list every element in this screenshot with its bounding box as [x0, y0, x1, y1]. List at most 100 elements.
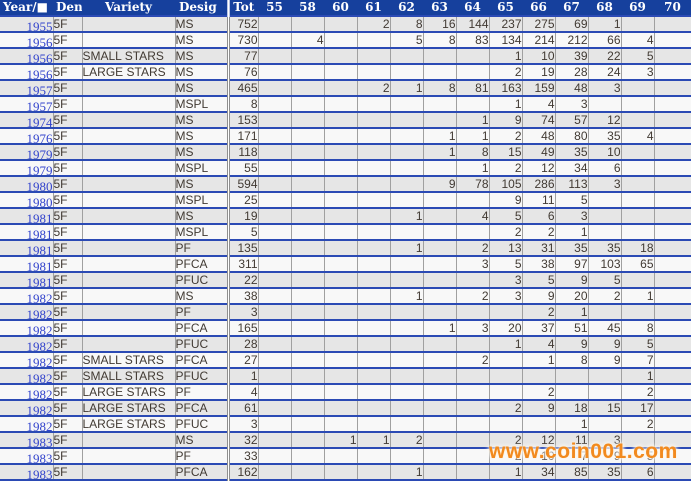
desig-cell: PFCA — [175, 464, 229, 481]
table-row: 1982 5F SMALL STARS PFCA 27 2 1 8 9 7 — [0, 352, 691, 369]
grade-cell-66: 38 — [522, 256, 556, 273]
grade-cell-68: 22 — [588, 48, 622, 65]
grade-cell-55 — [258, 160, 292, 177]
grade-cell-58 — [291, 128, 325, 145]
grade-cell-63 — [423, 304, 457, 321]
grade-cell-60 — [324, 336, 358, 353]
grade-cell-68: 24 — [588, 64, 622, 81]
grade-cell-65: 15 — [489, 144, 523, 161]
grade-cell-67 — [555, 384, 589, 401]
total-cell: 1 — [226, 368, 259, 385]
table-row: 1981 5F PF 135 1 2 13 31 35 35 18 — [0, 240, 691, 257]
year-link[interactable]: 1982 — [26, 387, 53, 400]
year-link[interactable]: 1974 — [26, 115, 53, 128]
grade-cell-65: 5 — [489, 208, 523, 225]
grade-cell-67: 57 — [555, 112, 589, 129]
grade-cell-63: 16 — [423, 16, 457, 33]
year-link[interactable]: 1980 — [26, 195, 53, 208]
grade-cell-64: 2 — [456, 288, 490, 305]
grade-cell-64 — [456, 224, 490, 241]
table-row: 1982 5F PFUC 28 1 4 9 9 5 — [0, 336, 691, 353]
den-cell: 5F — [53, 112, 83, 129]
total-cell: 76 — [226, 64, 259, 81]
grade-cell-62 — [390, 336, 424, 353]
table-row: 1956 5F MS 730 4 5 8 83 134 214 212 66 4 — [0, 32, 691, 49]
year-cell: 1979 — [0, 144, 54, 161]
total-cell: 171 — [226, 128, 259, 145]
year-link[interactable]: 1982 — [26, 323, 53, 336]
year-link[interactable]: 1982 — [26, 339, 53, 352]
desig-cell: MS — [175, 80, 229, 97]
grade-cell-60 — [324, 352, 358, 369]
grade-cell-69: 2 — [621, 384, 655, 401]
grade-cell-68: 3 — [588, 432, 622, 449]
year-link[interactable]: 1981 — [26, 243, 53, 256]
grade-cell-55 — [258, 336, 292, 353]
grade-cell-64 — [456, 400, 490, 417]
grade-cell-55 — [258, 368, 292, 385]
year-link[interactable]: 1982 — [26, 307, 53, 320]
desig-cell: PFCA — [175, 400, 229, 417]
year-link[interactable]: 1983 — [26, 467, 53, 480]
grade-cell-66: 31 — [522, 240, 556, 257]
table-row: 1982 5F PF 3 2 1 — [0, 304, 691, 321]
year-link[interactable]: 1982 — [26, 355, 53, 368]
year-cell: 1982 — [0, 400, 54, 417]
column-header-grade-63: 63 — [423, 0, 456, 17]
grade-cell-70 — [654, 80, 691, 97]
grade-cell-62: 2 — [390, 432, 424, 449]
den-cell: 5F — [53, 464, 83, 481]
year-link[interactable]: 1957 — [26, 99, 53, 112]
grade-cell-65 — [489, 416, 523, 433]
total-cell: 61 — [226, 400, 259, 417]
year-link[interactable]: 1982 — [26, 419, 53, 432]
desig-cell: MS — [175, 16, 229, 33]
year-link[interactable]: 1982 — [26, 291, 53, 304]
total-cell: 3 — [226, 416, 259, 433]
column-header-grade-70: 70 — [654, 0, 691, 17]
grade-cell-65 — [489, 368, 523, 385]
year-link[interactable]: 1982 — [26, 403, 53, 416]
table-row: 1982 5F MS 38 1 2 3 9 20 2 1 — [0, 288, 691, 305]
year-link[interactable]: 1981 — [26, 211, 53, 224]
grade-cell-60 — [324, 384, 358, 401]
grade-cell-70 — [654, 448, 691, 465]
year-link[interactable]: 1976 — [26, 131, 53, 144]
grade-cell-64 — [456, 304, 490, 321]
den-cell: 5F — [53, 320, 83, 337]
year-link[interactable]: 1980 — [26, 179, 53, 192]
year-link[interactable]: 1957 — [26, 83, 53, 96]
den-cell: 5F — [53, 16, 83, 33]
column-header-tot: Tot — [226, 0, 258, 17]
grade-cell-69 — [621, 272, 655, 289]
grade-cell-67: 7 — [555, 448, 589, 465]
year-link[interactable]: 1983 — [26, 435, 53, 448]
grade-cell-63 — [423, 240, 457, 257]
grade-cell-63 — [423, 48, 457, 65]
year-link[interactable]: 1956 — [26, 35, 53, 48]
den-cell: 5F — [53, 272, 83, 289]
grade-cell-69 — [621, 112, 655, 129]
grade-cell-69: 5 — [621, 48, 655, 65]
den-cell: 5F — [53, 160, 83, 177]
grade-cell-60 — [324, 48, 358, 65]
year-link[interactable]: 1979 — [26, 147, 53, 160]
grade-cell-68 — [588, 96, 622, 113]
grade-cell-69 — [621, 224, 655, 241]
grade-cell-60 — [324, 304, 358, 321]
grade-cell-69 — [621, 432, 655, 449]
year-link[interactable]: 1979 — [26, 163, 53, 176]
year-link[interactable]: 1981 — [26, 259, 53, 272]
grade-cell-62 — [390, 128, 424, 145]
grade-cell-68 — [588, 384, 622, 401]
year-link[interactable]: 1956 — [26, 51, 53, 64]
year-cell: 1982 — [0, 304, 54, 321]
grade-cell-64 — [456, 432, 490, 449]
year-link[interactable]: 1982 — [26, 371, 53, 384]
year-link[interactable]: 1956 — [26, 67, 53, 80]
year-link[interactable]: 1981 — [26, 227, 53, 240]
year-link[interactable]: 1981 — [26, 275, 53, 288]
grade-cell-58 — [291, 368, 325, 385]
year-link[interactable]: 1955 — [26, 19, 53, 32]
year-link[interactable]: 1983 — [26, 451, 53, 464]
